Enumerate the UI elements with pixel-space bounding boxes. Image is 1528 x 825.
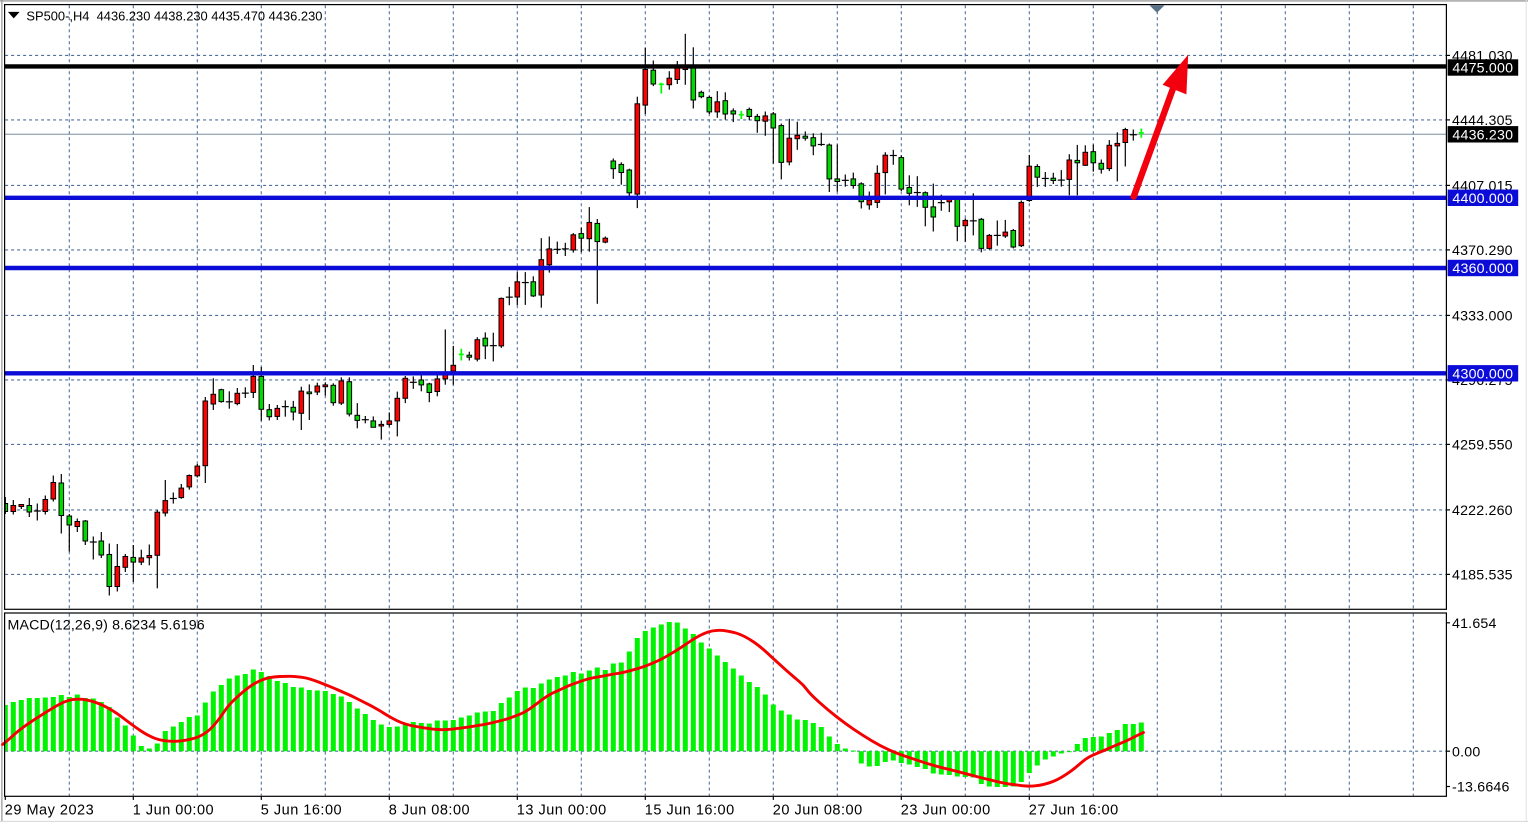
svg-text:23 Jun 00:00: 23 Jun 00:00 xyxy=(901,803,991,819)
svg-text:4300.000: 4300.000 xyxy=(1452,366,1513,382)
svg-text:27 Jun 16:00: 27 Jun 16:00 xyxy=(1029,803,1119,819)
svg-text:4185.535: 4185.535 xyxy=(1452,568,1513,584)
svg-text:4259.550: 4259.550 xyxy=(1452,438,1513,454)
svg-text:4475.000: 4475.000 xyxy=(1452,61,1513,77)
svg-text:20 Jun 08:00: 20 Jun 08:00 xyxy=(773,803,863,819)
svg-text:1 Jun 00:00: 1 Jun 00:00 xyxy=(133,803,214,819)
svg-text:4436.230: 4436.230 xyxy=(1452,127,1513,143)
svg-text:15 Jun 16:00: 15 Jun 16:00 xyxy=(645,803,735,819)
svg-text:0.00: 0.00 xyxy=(1452,744,1480,760)
svg-text:4360.000: 4360.000 xyxy=(1452,261,1513,277)
svg-text:29 May 2023: 29 May 2023 xyxy=(5,803,94,819)
svg-text:4222.260: 4222.260 xyxy=(1452,503,1513,519)
svg-text:4400.000: 4400.000 xyxy=(1452,191,1513,207)
svg-text:8 Jun 08:00: 8 Jun 08:00 xyxy=(389,803,470,819)
svg-text:4370.290: 4370.290 xyxy=(1452,243,1513,259)
svg-text:SP500-,H4 4436.230 4438.230 4: SP500-,H4 4436.230 4438.230 4435.470 443… xyxy=(26,8,322,23)
svg-text:4333.000: 4333.000 xyxy=(1452,309,1513,325)
svg-text:MACD(12,26,9) 8.6234 5.6196: MACD(12,26,9) 8.6234 5.6196 xyxy=(8,618,205,634)
svg-text:4444.305: 4444.305 xyxy=(1452,113,1513,129)
svg-text:5 Jun 16:00: 5 Jun 16:00 xyxy=(261,803,342,819)
svg-text:13 Jun 00:00: 13 Jun 00:00 xyxy=(517,803,607,819)
svg-text:41.654: 41.654 xyxy=(1452,616,1497,632)
svg-text:-13.6646: -13.6646 xyxy=(1452,780,1510,796)
